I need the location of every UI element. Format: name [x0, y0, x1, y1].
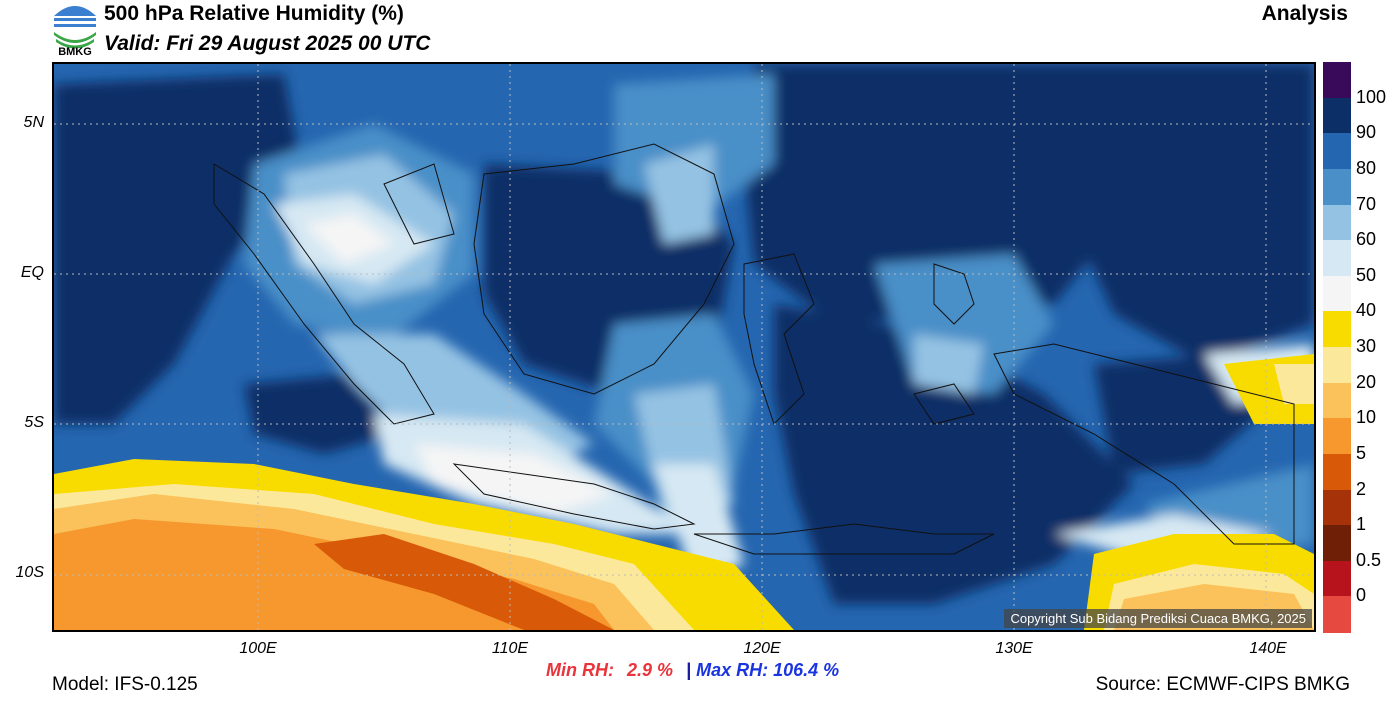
lat-label-5n: 5N	[23, 114, 44, 131]
colorbar-label: 50	[1356, 264, 1377, 285]
colorbar-label: 0	[1356, 585, 1367, 606]
model-label: Model: IFS-0.125	[52, 674, 198, 695]
colorbar-segment	[1323, 240, 1351, 277]
source-label: Source: ECMWF-CIPS BMKG	[1095, 674, 1350, 695]
colorbar-label: 40	[1356, 300, 1377, 321]
lat-label-5s: 5S	[24, 414, 44, 431]
colorbar-segment	[1323, 62, 1351, 99]
colorbar-label: 70	[1356, 193, 1377, 214]
logo-text: BMKG	[58, 46, 92, 58]
colorbar-segment	[1323, 596, 1351, 633]
colorbar-segment	[1323, 453, 1351, 490]
colorbar-label: 30	[1356, 336, 1377, 356]
colorbar-segment	[1323, 311, 1351, 348]
lon-label-110e: 110E	[491, 640, 529, 657]
max-rh-value: 106.4 %	[773, 660, 840, 680]
lat-label-10s: 10S	[15, 564, 44, 581]
valid-time: Valid: Fri 29 August 2025 00 UTC	[104, 32, 431, 55]
lon-label-100e: 100E	[239, 640, 277, 657]
colorbar-segment	[1323, 525, 1351, 562]
max-rh-label: Max RH:	[696, 660, 769, 680]
lon-label-130e: 130E	[995, 640, 1033, 657]
colorbar-label: 80	[1356, 157, 1377, 178]
colorbar-label: 1	[1356, 514, 1367, 535]
colorbar-label: 90	[1356, 122, 1377, 143]
lat-label-eq: EQ	[20, 264, 44, 281]
colorbar-segment	[1323, 489, 1351, 526]
colorbar-label: 5	[1356, 442, 1367, 463]
colorbar-segment	[1323, 560, 1351, 597]
lon-label-120e: 120E	[743, 640, 781, 657]
min-rh-value: 2.9 %	[627, 660, 674, 680]
colorbar-segment	[1323, 133, 1351, 170]
colorbar-label: 60	[1356, 229, 1377, 250]
colorbar-label: 10	[1356, 407, 1377, 428]
analysis-label: Analysis	[1261, 2, 1348, 25]
colorbar-segment	[1323, 275, 1351, 312]
colorbar-segment	[1323, 168, 1351, 205]
humidity-map: Copyright Sub Bidang Prediksi Cuaca BMKG…	[52, 62, 1316, 632]
rh-stats: Min RH: 2.9 % | Max RH: 106.4 %	[546, 660, 839, 681]
min-rh-label: Min RH:	[546, 660, 614, 680]
bmkg-logo: BMKG	[52, 2, 98, 60]
colorbar-label: 100	[1356, 86, 1387, 107]
colorbar	[1323, 62, 1351, 633]
colorbar-label: 20	[1356, 371, 1377, 392]
colorbar-label: 0.5	[1356, 549, 1382, 570]
colorbar-segment	[1323, 418, 1351, 455]
colorbar-segment	[1323, 382, 1351, 419]
copyright-notice: Copyright Sub Bidang Prediksi Cuaca BMKG…	[1004, 609, 1312, 628]
map-title: 500 hPa Relative Humidity (%)	[104, 2, 404, 25]
colorbar-segment	[1323, 204, 1351, 241]
colorbar-label: 2	[1356, 478, 1367, 499]
stats-separator: |	[686, 660, 692, 680]
colorbar-segment	[1323, 97, 1351, 134]
lon-label-140e: 140E	[1249, 640, 1287, 657]
colorbar-segment	[1323, 347, 1351, 384]
